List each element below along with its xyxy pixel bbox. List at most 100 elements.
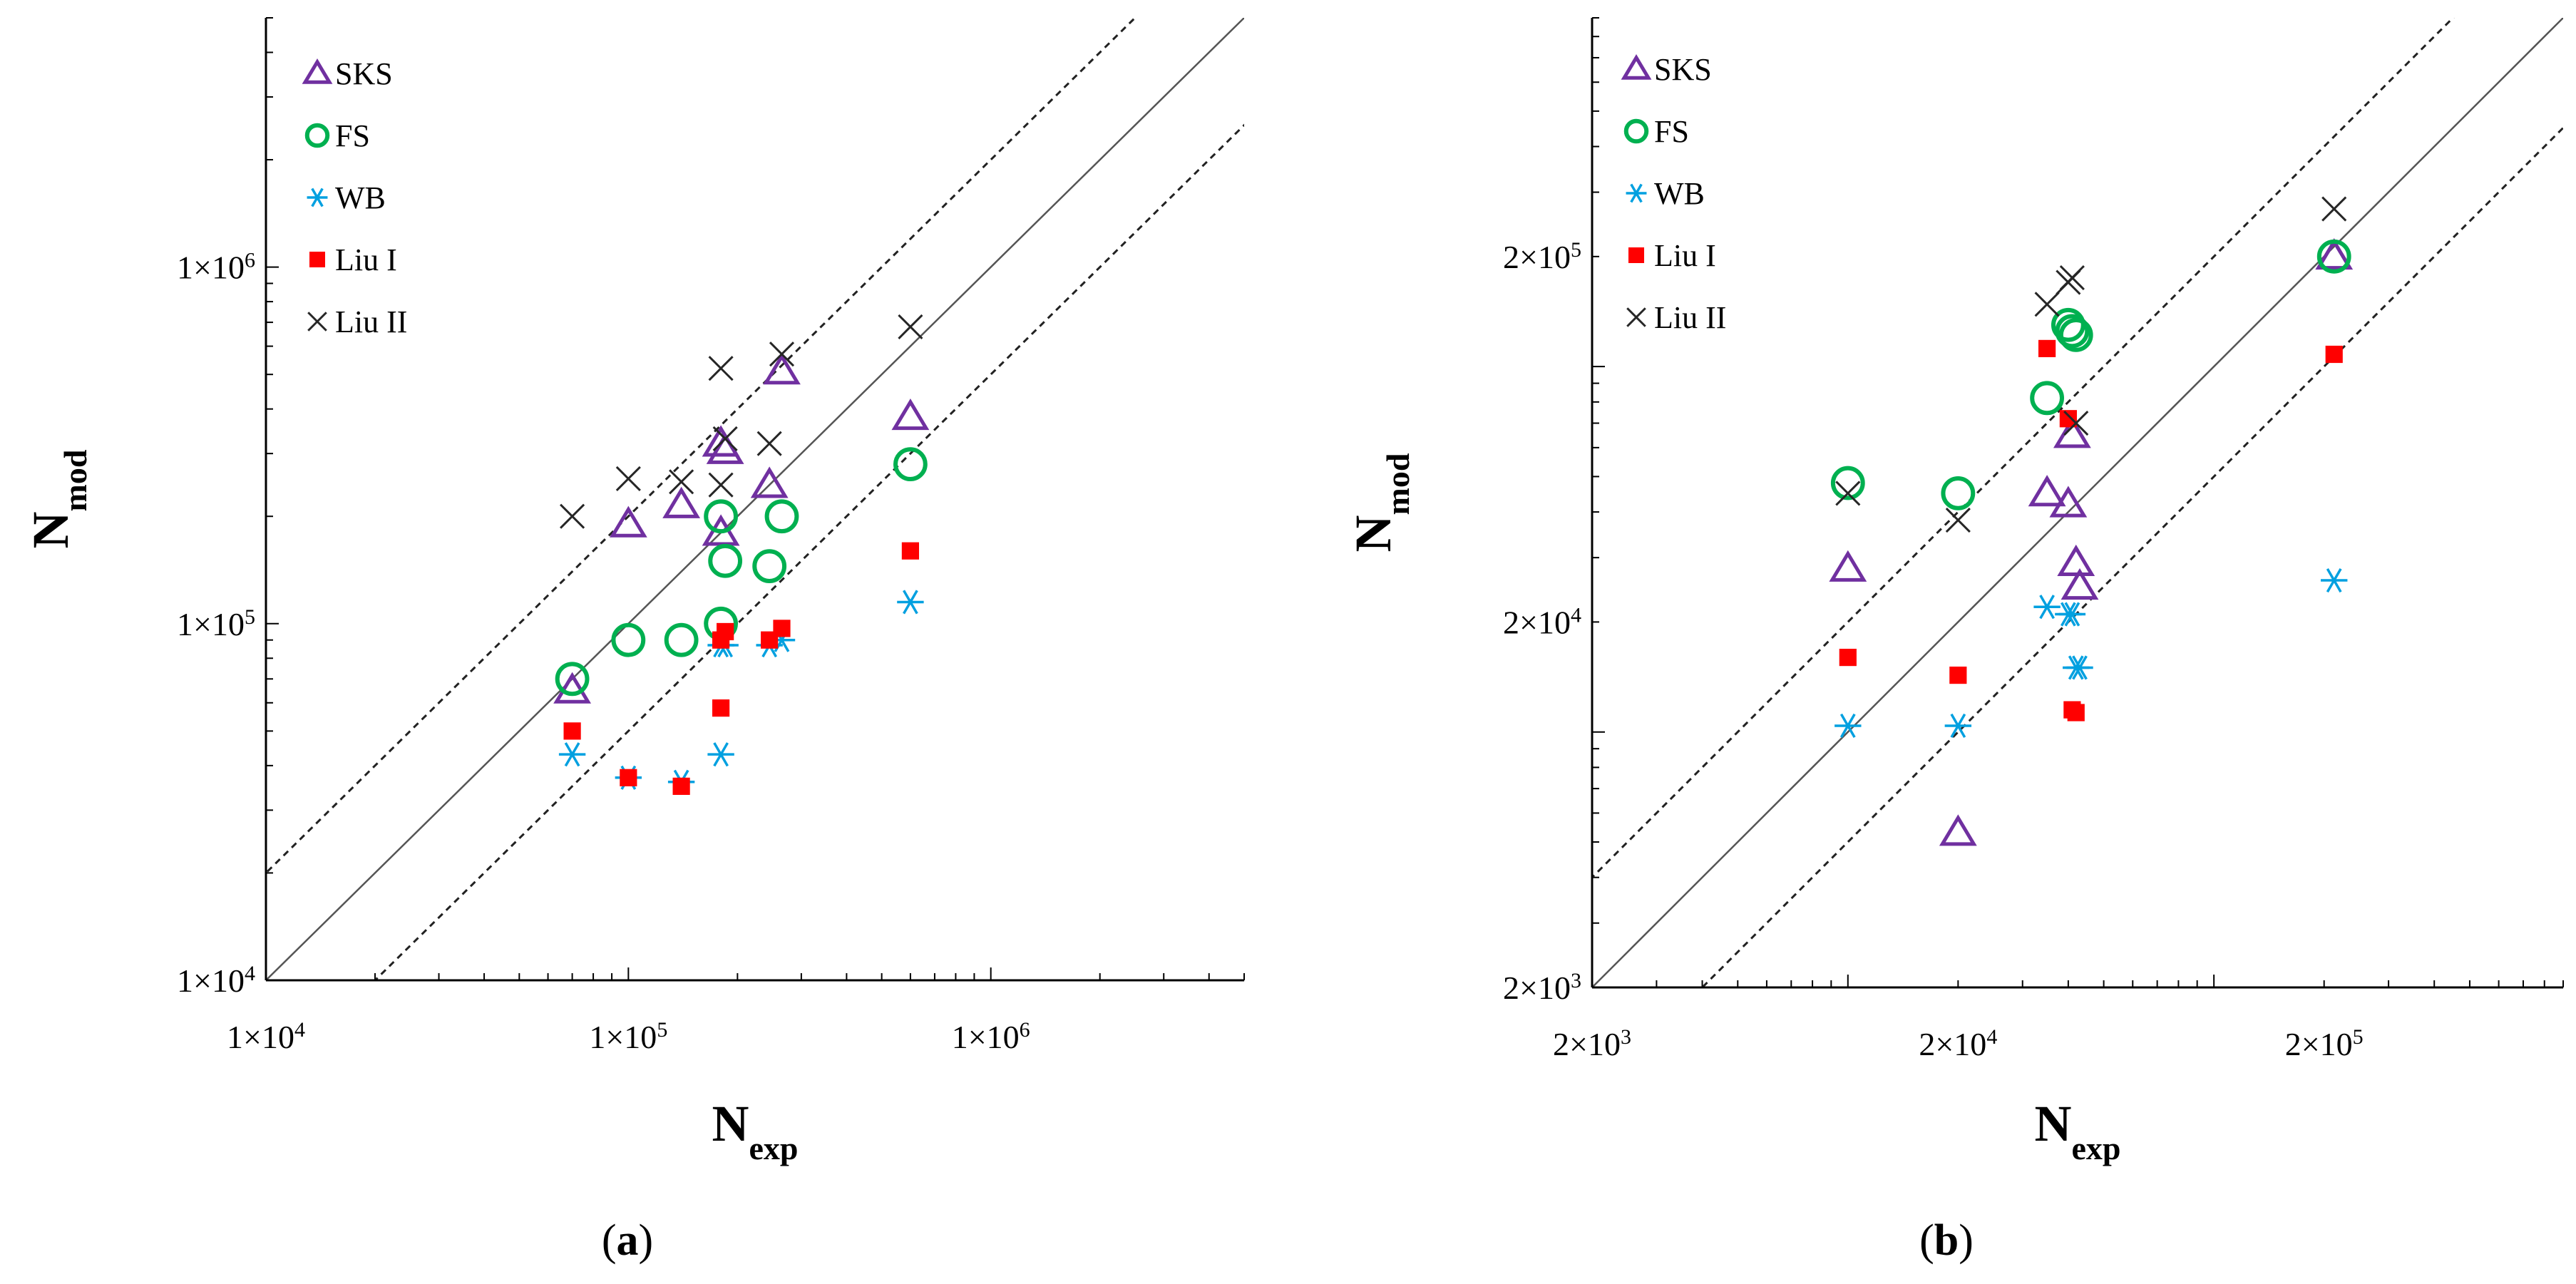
x-tick-label: 1×106 (952, 1018, 1030, 1056)
point-sks (2315, 238, 2354, 270)
point-liu-ii (669, 469, 694, 495)
point-sks (2053, 416, 2091, 448)
point-liu-ii (2063, 410, 2089, 436)
point-liu-ii (769, 341, 795, 367)
reference-line-equality (266, 18, 1244, 980)
legend-label-liu-i: Liu I (1654, 238, 1716, 273)
point-fs (2051, 307, 2085, 342)
reference-line-upper-factor-2 (1592, 18, 2455, 879)
point-liu-ii (2321, 196, 2347, 222)
point-liu-i (717, 622, 734, 641)
legend-marker-liu-i (1628, 247, 1644, 263)
panel-label: (b) (1919, 1216, 1974, 1265)
point-sks (553, 672, 592, 704)
point-liu-i (2067, 704, 2085, 721)
point-wb (707, 742, 734, 767)
series-fs (1830, 239, 2351, 510)
point-liu-ii (708, 472, 734, 498)
legend-label-fs: FS (1654, 114, 1689, 149)
point-fs (764, 499, 799, 534)
point-liu-i (672, 777, 690, 795)
series-liu-i (563, 542, 920, 795)
point-sks (662, 486, 701, 518)
point-liu-ii (2034, 292, 2060, 317)
legend-label-liu-ii: Liu II (335, 304, 407, 339)
point-sks (2049, 486, 2088, 518)
point-fs (2055, 314, 2090, 349)
legend-marker-liu-ii (307, 312, 327, 332)
point-liu-i (563, 722, 581, 740)
point-fs (893, 447, 928, 482)
point-fs (2316, 239, 2351, 274)
legend-marker-fs (304, 123, 330, 148)
point-wb (2321, 567, 2348, 593)
point-liu-i (712, 699, 730, 717)
point-liu-ii (898, 314, 923, 339)
reference-line-lower-factor-2 (373, 123, 1244, 980)
point-sks (2057, 544, 2095, 577)
legend-label-wb: WB (335, 180, 386, 215)
reference-line-lower-factor-2 (1700, 126, 2563, 987)
point-fs (752, 549, 787, 583)
x-tick-label: 1×105 (589, 1018, 667, 1056)
point-fs (1941, 476, 1976, 510)
point-liu-ii (756, 431, 782, 456)
legend: SKS FS WB Liu I Liu II (1621, 52, 1726, 335)
x-tick-label: 2×105 (2285, 1025, 2364, 1063)
series-sks (553, 353, 930, 704)
legend-label-sks: SKS (1654, 52, 1712, 87)
y-tick-label: 2×103 (1503, 969, 1581, 1007)
series-sks (1829, 238, 2354, 846)
point-liu-ii (2059, 264, 2085, 291)
y-tick-label: 2×105 (1503, 237, 1581, 275)
point-fs (704, 499, 739, 534)
y-tick-label: 1×104 (177, 962, 255, 1000)
point-liu-i (1949, 666, 1967, 684)
x-axis-title: Nexp (2035, 1095, 2121, 1166)
point-fs (2030, 381, 2065, 416)
y-tick-label: 1×106 (177, 248, 255, 286)
point-liu-i (1839, 648, 1857, 667)
point-sks (1939, 814, 1977, 846)
legend-label-liu-i: Liu I (335, 242, 397, 277)
reference-lines (1592, 18, 2563, 987)
point-sks (609, 505, 647, 538)
legend-marker-liu-ii (1626, 307, 1646, 327)
point-liu-ii (615, 466, 641, 492)
point-sks (2061, 567, 2099, 600)
point-wb (1944, 713, 1972, 739)
legend-marker-sks (302, 58, 333, 84)
point-sks (706, 432, 744, 464)
series-liu-i (1839, 339, 2343, 721)
point-wb (1834, 713, 1862, 739)
series-liu-ii (560, 314, 923, 529)
legend-label-sks: SKS (335, 56, 393, 91)
point-liu-i (2325, 345, 2343, 364)
legend-label-fs: FS (335, 118, 370, 153)
point-sks (891, 399, 930, 431)
data-points (553, 314, 930, 795)
x-axis-title: Nexp (712, 1095, 799, 1166)
point-liu-i (901, 542, 920, 560)
legend-marker-sks (1621, 53, 1652, 80)
point-fs (664, 622, 699, 657)
legend-marker-liu-i (309, 252, 325, 267)
point-sks (2028, 475, 2066, 507)
series-fs (555, 447, 928, 697)
point-fs (555, 662, 590, 697)
point-sks (750, 466, 789, 498)
reference-lines (266, 18, 1244, 980)
point-liu-ii (1835, 481, 1861, 506)
y-tick-label: 1×105 (177, 605, 255, 642)
point-liu-i (620, 769, 637, 786)
y-axis-title: Nmod (22, 449, 93, 548)
point-liu-ii (712, 426, 738, 452)
legend-marker-fs (1623, 118, 1649, 144)
point-fs (708, 543, 743, 578)
point-wb (558, 742, 586, 767)
series-wb (1834, 567, 2348, 739)
panel-b: 2×103 2×104 2×105 2×103 2×104 2×105 Nexp Nmod (b… (1345, 17, 2564, 1265)
point-sks (1829, 550, 1867, 582)
data-points (1829, 196, 2354, 846)
